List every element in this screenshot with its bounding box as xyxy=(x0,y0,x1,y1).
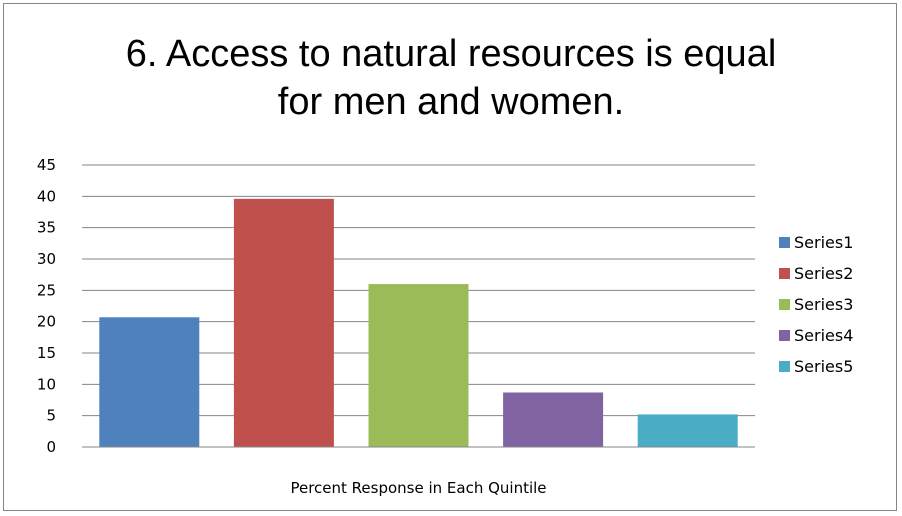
bars xyxy=(99,198,738,447)
y-tick-label: 15 xyxy=(37,344,56,362)
y-tick-label: 20 xyxy=(37,313,56,331)
y-tick-label: 10 xyxy=(37,375,56,393)
bar-series3 xyxy=(368,284,469,447)
legend-label: Series1 xyxy=(794,233,853,252)
bar-series4 xyxy=(503,392,604,447)
chart-title-line-1: 6. Access to natural resources is equal xyxy=(125,33,777,75)
y-tick-label: 5 xyxy=(46,407,56,425)
chart-title-line-2: for men and women. xyxy=(277,81,625,123)
legend-label: Series3 xyxy=(794,295,853,314)
legend-swatch xyxy=(779,330,790,341)
y-tick-label: 45 xyxy=(37,156,56,174)
legend-label: Series4 xyxy=(794,326,853,345)
legend: Series1 Series2 Series3 Series4 Series5 xyxy=(779,233,853,376)
y-tick-label: 25 xyxy=(37,281,56,299)
legend-swatch xyxy=(779,268,790,279)
legend-label: Series2 xyxy=(794,264,853,283)
y-tick-label: 0 xyxy=(46,438,56,456)
legend-swatch xyxy=(779,299,790,310)
y-tick-label: 30 xyxy=(37,250,56,268)
legend-swatch xyxy=(779,361,790,372)
bar-series2 xyxy=(233,198,334,447)
y-tick-label: 35 xyxy=(37,219,56,237)
bar-series5 xyxy=(637,414,738,447)
bar-series1 xyxy=(99,317,200,447)
legend-swatch xyxy=(779,237,790,248)
legend-label: Series5 xyxy=(794,357,853,376)
chart-title: 6. Access to natural resources is equal … xyxy=(0,30,902,126)
y-axis-ticks: 0 5 10 15 20 25 30 35 40 45 xyxy=(37,156,56,456)
x-axis-label: Percent Response in Each Quintile xyxy=(290,479,546,497)
y-tick-label: 40 xyxy=(37,187,56,205)
